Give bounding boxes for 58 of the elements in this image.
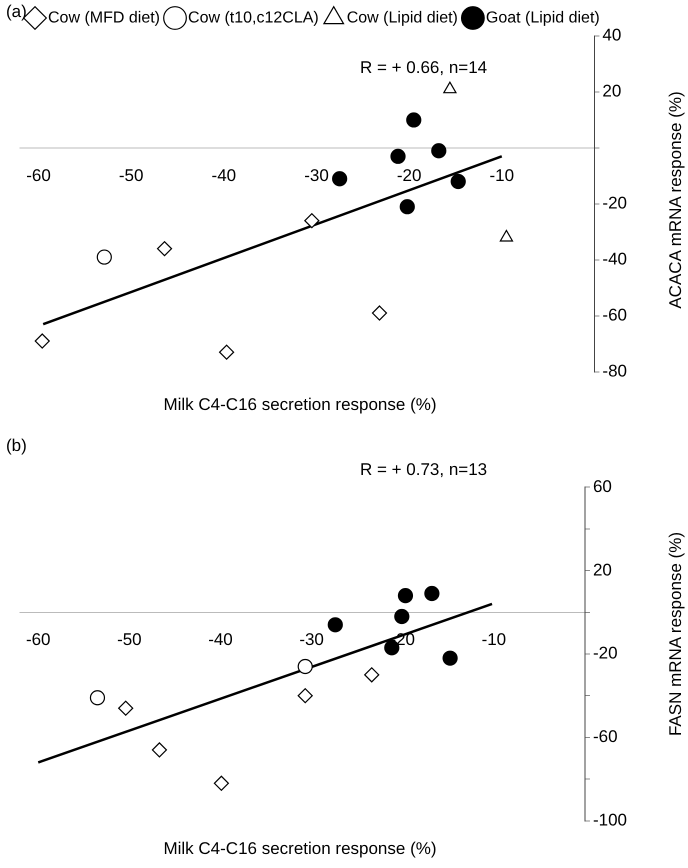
- y-tick-label: -60: [602, 306, 628, 325]
- legend-label: Cow (MFD diet): [48, 9, 160, 26]
- x-tick-label: -20: [396, 166, 422, 185]
- point: [450, 174, 466, 190]
- y-tick-label: 20: [592, 560, 612, 580]
- point: [390, 148, 406, 164]
- point: [298, 688, 313, 704]
- point: [424, 586, 440, 602]
- point: [156, 241, 172, 256]
- point: [96, 249, 112, 265]
- y-tick-label: -100: [592, 810, 628, 830]
- x-tick-label: -50: [118, 166, 144, 185]
- point: [398, 588, 414, 604]
- point: [364, 667, 380, 682]
- point: [118, 700, 134, 716]
- y-tick-label: -60: [592, 727, 618, 746]
- x-tick-label: -60: [26, 630, 51, 650]
- point: [152, 742, 168, 758]
- text: R = + 0.73, n=13: [360, 460, 488, 480]
- y-tick-label: -20: [602, 194, 628, 213]
- chart-title: (b): [6, 436, 27, 456]
- point: [304, 213, 320, 228]
- y-tick-label: -20: [592, 644, 618, 663]
- y-axis-title: FASN mRNA response (%): [666, 530, 686, 738]
- point: [372, 305, 388, 321]
- x-tick-label: -60: [26, 166, 51, 185]
- point: [90, 690, 106, 706]
- x-tick-label: -10: [489, 166, 514, 185]
- y-axis-title: ACACA mRNA response (%): [666, 90, 686, 311]
- x-tick-label: -40: [212, 166, 236, 185]
- annotation: R = + 0.66, n=14: [360, 58, 488, 78]
- legend-label: Cow (t10,c12CLA): [188, 9, 319, 26]
- x-axis-title: Milk C4-C16 secretion response (%): [162, 395, 438, 415]
- y-tick-label: -80: [602, 361, 628, 380]
- y-tick-label: 60: [592, 476, 612, 496]
- chart-title: (a): [6, 2, 27, 22]
- point: [431, 143, 446, 158]
- y-tick-label: -40: [602, 250, 628, 269]
- x-tick-label: -50: [117, 630, 142, 650]
- x-tick-label: -10: [482, 630, 506, 650]
- point: [394, 608, 410, 624]
- point: [406, 112, 422, 128]
- point: [34, 333, 50, 349]
- point: [442, 650, 458, 666]
- x-axis-title: Milk C4-C16 secretion response (%): [162, 839, 438, 859]
- point: [219, 344, 234, 360]
- point: [328, 617, 343, 632]
- y-tick-label: 20: [602, 82, 622, 101]
- point: [400, 199, 415, 214]
- x-tick-label: -30: [304, 166, 329, 185]
- point: [214, 776, 229, 791]
- legend-label: Goat (Lipid diet): [486, 9, 600, 26]
- point: [298, 658, 313, 674]
- y-tick-label: 40: [602, 26, 622, 45]
- point: [332, 171, 348, 186]
- legend-label: Cow (Lipid diet): [346, 9, 458, 26]
- x-tick-label: -30: [299, 630, 324, 650]
- x-tick-label: -40: [208, 630, 233, 650]
